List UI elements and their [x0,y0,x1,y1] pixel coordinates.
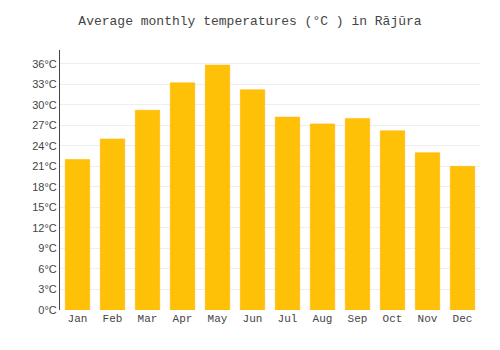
svg-text:Oct: Oct [383,313,403,325]
svg-text:9°C: 9°C [38,242,57,254]
svg-text:21°C: 21°C [32,160,57,172]
svg-text:Jun: Jun [243,313,263,325]
svg-text:Mar: Mar [138,313,158,325]
svg-text:30°C: 30°C [32,99,57,111]
svg-text:18°C: 18°C [32,181,57,193]
svg-text:Sep: Sep [348,313,368,325]
svg-text:3°C: 3°C [38,283,57,295]
svg-text:Dec: Dec [453,313,473,325]
svg-text:33°C: 33°C [32,78,57,90]
svg-text:27°C: 27°C [32,119,57,131]
svg-text:6°C: 6°C [38,263,57,275]
svg-text:Jan: Jan [68,313,88,325]
svg-text:0°C: 0°C [38,304,57,316]
svg-text:Aug: Aug [313,313,333,325]
svg-text:15°C: 15°C [32,201,57,213]
svg-text:Apr: Apr [173,313,193,325]
svg-text:Average monthly temperatures (: Average monthly temperatures (°C ) in Rā… [78,14,421,29]
svg-text:Nov: Nov [418,313,438,325]
svg-text:36°C: 36°C [32,58,57,70]
svg-text:Jul: Jul [278,313,298,325]
svg-text:24°C: 24°C [32,140,57,152]
svg-text:May: May [208,313,228,325]
svg-text:12°C: 12°C [32,222,57,234]
svg-text:Feb: Feb [103,313,123,325]
